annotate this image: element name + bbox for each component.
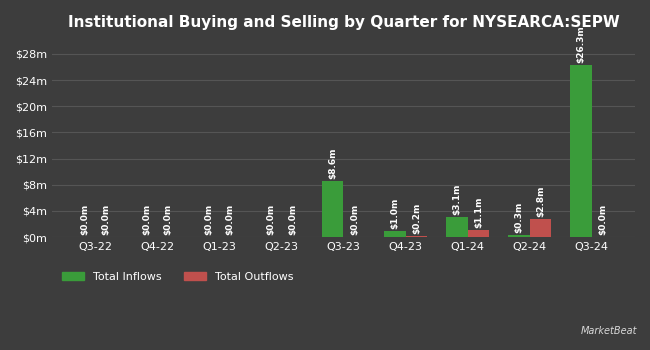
Text: $1.0m: $1.0m bbox=[390, 197, 399, 229]
Text: $0.0m: $0.0m bbox=[598, 204, 607, 235]
Text: $0.0m: $0.0m bbox=[204, 204, 213, 235]
Text: $26.3m: $26.3m bbox=[577, 26, 585, 63]
Text: $0.0m: $0.0m bbox=[142, 204, 151, 235]
Text: $0.3m: $0.3m bbox=[514, 202, 523, 233]
Title: Institutional Buying and Selling by Quarter for NYSEARCA:SEPW: Institutional Buying and Selling by Quar… bbox=[68, 15, 619, 30]
Text: $8.6m: $8.6m bbox=[328, 147, 337, 179]
Text: $0.0m: $0.0m bbox=[226, 204, 235, 235]
Bar bbox=[384, 231, 406, 237]
Text: $3.1m: $3.1m bbox=[452, 183, 462, 215]
Text: $0.0m: $0.0m bbox=[266, 204, 275, 235]
Text: $2.8m: $2.8m bbox=[536, 185, 545, 217]
Legend: Total Inflows, Total Outflows: Total Inflows, Total Outflows bbox=[58, 268, 298, 287]
Text: $0.0m: $0.0m bbox=[350, 204, 359, 235]
Text: $0.0m: $0.0m bbox=[80, 204, 89, 235]
Bar bbox=[530, 219, 551, 237]
Bar bbox=[467, 230, 489, 237]
Text: $1.1m: $1.1m bbox=[474, 196, 483, 228]
Text: $0.0m: $0.0m bbox=[164, 204, 173, 235]
Bar bbox=[508, 235, 530, 237]
Bar bbox=[446, 217, 467, 237]
Text: $0.0m: $0.0m bbox=[102, 204, 110, 235]
Bar bbox=[322, 181, 343, 237]
Text: $0.2m: $0.2m bbox=[412, 202, 421, 234]
Bar bbox=[570, 65, 592, 237]
Bar bbox=[406, 236, 427, 237]
Text: MarketBeat: MarketBeat bbox=[580, 326, 637, 336]
Text: $0.0m: $0.0m bbox=[288, 204, 297, 235]
